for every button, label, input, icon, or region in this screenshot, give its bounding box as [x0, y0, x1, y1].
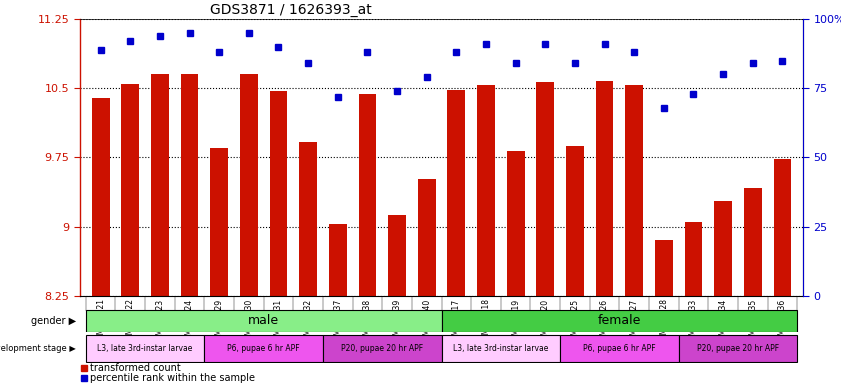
Text: P20, pupae 20 hr APF: P20, pupae 20 hr APF	[341, 344, 423, 353]
Text: P6, pupae 6 hr APF: P6, pupae 6 hr APF	[583, 344, 656, 353]
Text: gender ▶: gender ▶	[30, 316, 76, 326]
Bar	[714, 201, 732, 296]
Bar	[774, 159, 791, 296]
Bar	[389, 215, 406, 296]
Bar	[560, 334, 679, 362]
Bar	[447, 90, 465, 296]
Bar	[92, 98, 109, 296]
Bar	[595, 81, 613, 296]
Bar	[442, 310, 797, 332]
Bar	[537, 82, 554, 296]
Text: development stage ▶: development stage ▶	[0, 344, 76, 353]
Text: P20, pupae 20 hr APF: P20, pupae 20 hr APF	[697, 344, 779, 353]
Text: L3, late 3rd-instar larvae: L3, late 3rd-instar larvae	[98, 344, 193, 353]
Bar	[86, 334, 204, 362]
Bar	[323, 334, 442, 362]
Bar	[744, 188, 762, 296]
Text: percentile rank within the sample: percentile rank within the sample	[90, 373, 256, 383]
Text: P6, pupae 6 hr APF: P6, pupae 6 hr APF	[227, 344, 300, 353]
Bar	[181, 74, 198, 296]
Bar	[655, 240, 673, 296]
Bar	[477, 84, 495, 296]
Bar	[204, 334, 323, 362]
Bar	[626, 84, 643, 296]
Bar	[566, 146, 584, 296]
Bar	[299, 142, 317, 296]
Bar	[329, 224, 346, 296]
Bar	[418, 179, 436, 296]
Bar	[507, 151, 525, 296]
Text: L3, late 3rd-instar larvae: L3, late 3rd-instar larvae	[453, 344, 548, 353]
Bar	[442, 334, 560, 362]
Bar	[121, 84, 139, 296]
Bar	[358, 94, 376, 296]
Bar	[270, 91, 288, 296]
Bar	[210, 148, 228, 296]
Bar	[240, 74, 257, 296]
Text: GDS3871 / 1626393_at: GDS3871 / 1626393_at	[210, 3, 372, 17]
Bar	[151, 74, 169, 296]
Text: female: female	[598, 314, 641, 327]
Text: male: male	[248, 314, 279, 327]
Text: transformed count: transformed count	[90, 363, 181, 373]
Bar	[679, 334, 797, 362]
Bar	[86, 310, 442, 332]
Bar	[685, 222, 702, 296]
